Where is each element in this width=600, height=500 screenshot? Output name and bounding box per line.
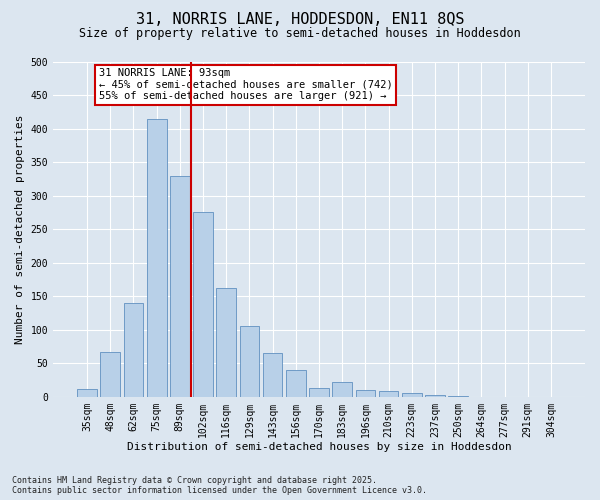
Bar: [356, 390, 375, 397]
Bar: [147, 118, 167, 397]
Text: Contains HM Land Registry data © Crown copyright and database right 2025.
Contai: Contains HM Land Registry data © Crown c…: [12, 476, 427, 495]
Bar: [332, 382, 352, 397]
Bar: [100, 352, 120, 397]
Text: Size of property relative to semi-detached houses in Hoddesdon: Size of property relative to semi-detach…: [79, 28, 521, 40]
Bar: [193, 212, 213, 397]
Bar: [309, 388, 329, 397]
Bar: [263, 353, 283, 397]
Bar: [448, 396, 468, 397]
Text: 31, NORRIS LANE, HODDESDON, EN11 8QS: 31, NORRIS LANE, HODDESDON, EN11 8QS: [136, 12, 464, 28]
Bar: [217, 288, 236, 397]
Bar: [170, 176, 190, 397]
Bar: [286, 370, 305, 397]
X-axis label: Distribution of semi-detached houses by size in Hoddesdon: Distribution of semi-detached houses by …: [127, 442, 511, 452]
Y-axis label: Number of semi-detached properties: Number of semi-detached properties: [15, 114, 25, 344]
Text: 31 NORRIS LANE: 93sqm
← 45% of semi-detached houses are smaller (742)
55% of sem: 31 NORRIS LANE: 93sqm ← 45% of semi-deta…: [98, 68, 392, 102]
Bar: [402, 394, 422, 397]
Bar: [124, 303, 143, 397]
Bar: [379, 392, 398, 397]
Bar: [77, 389, 97, 397]
Bar: [239, 326, 259, 397]
Bar: [425, 395, 445, 397]
